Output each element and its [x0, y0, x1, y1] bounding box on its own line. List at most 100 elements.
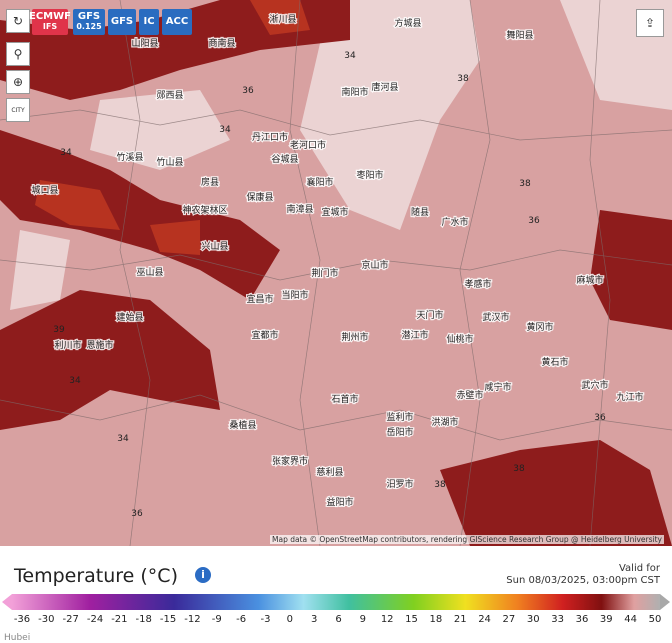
place-label: 舞阳县 — [506, 30, 533, 41]
tick-label: 24 — [478, 614, 491, 625]
place-label: 商南县 — [208, 37, 235, 49]
button-label: ACC — [165, 16, 189, 27]
model-button[interactable]: ECMWF IFS — [29, 9, 71, 35]
button-label: ECMWF — [29, 11, 71, 22]
tick-label: -3 — [260, 614, 271, 625]
model-button[interactable]: GFS 0.125 — [73, 9, 105, 35]
map[interactable]: 山阳县 商南县 淅川县 方城县 舞阳县 南阳市 唐河县 郧西县 竹溪县 竹山县 房县 丹江口市 老河口市… — [0, 0, 672, 546]
footer: Hubei — [4, 633, 31, 643]
place-label: 恩施市 — [86, 339, 113, 351]
tick-label: -6 — [236, 614, 247, 625]
contour-label: 34 — [69, 376, 81, 386]
button-label: IFS — [42, 22, 58, 31]
button-label: GFS — [110, 16, 134, 27]
attribution: Map data © OpenStreetMap contributors, r… — [270, 535, 664, 544]
place-label: 黄石市 — [541, 356, 568, 368]
tick-label: -18 — [135, 614, 152, 625]
tick-label: 18 — [429, 614, 443, 625]
place-label: 老河口市 — [290, 139, 326, 151]
color-bar — [2, 594, 670, 610]
tick-label: 33 — [551, 614, 564, 625]
place-label: 郧西县 — [156, 90, 183, 101]
tick-label: -9 — [211, 614, 222, 625]
tick-label: -27 — [62, 614, 79, 625]
tick-label: -12 — [184, 614, 201, 625]
tick-label: -36 — [13, 614, 31, 625]
place-label: 随县 — [411, 206, 429, 218]
place-label: 建始县 — [116, 311, 143, 323]
place-label: 洪湖市 — [431, 416, 458, 428]
contour-label: 38 — [434, 480, 446, 490]
info-button[interactable]: i — [195, 567, 211, 583]
contour-label: 34 — [60, 148, 72, 158]
tick-label: -21 — [111, 614, 128, 625]
contour-label: 39 — [53, 325, 65, 335]
share-button[interactable]: ⇪ — [636, 9, 664, 37]
tick-label: 9 — [359, 614, 367, 625]
place-label: 竹山县 — [156, 156, 183, 168]
light-areas — [10, 0, 672, 310]
place-label: 山阳县 — [131, 38, 158, 49]
place-label: 当阳市 — [281, 289, 308, 301]
color-bar-ticks: -36 -30 -27 -24 -21 -18 -15 -12 -9 -6 -3 0 3 6 9 12 15 18… — [0, 614, 672, 630]
contour-label: 34 — [344, 51, 356, 61]
contour-label: 36 — [131, 509, 143, 519]
place-label: 房县 — [201, 176, 219, 188]
place-label: 桑植县 — [229, 419, 256, 431]
place-label: 赤壁市 — [456, 389, 483, 401]
button-label: 0.125 — [76, 22, 102, 31]
place-label: 利川市 — [54, 339, 81, 351]
place-label: 张家界市 — [272, 455, 308, 467]
place-label: 荆州市 — [341, 331, 368, 343]
valid-time: Sun 08/03/2025, 03:00pm CST — [506, 575, 660, 586]
very-hot-areas — [35, 0, 310, 255]
tick-label: 44 — [624, 614, 638, 625]
place-label: 广水市 — [441, 216, 468, 228]
button-label: GFS — [77, 11, 101, 22]
place-label: 潜江市 — [401, 329, 428, 341]
place-label: 咸宁市 — [484, 381, 511, 393]
contour-label: 36 — [528, 216, 540, 226]
contour-label: 38 — [519, 179, 531, 189]
place-label: 石首市 — [331, 393, 358, 405]
button-label: IC — [143, 16, 155, 27]
tick-label: 15 — [405, 614, 418, 625]
place-label: 荆门市 — [311, 267, 338, 279]
place-label: 宜昌市 — [246, 293, 273, 305]
place-label: 方城县 — [394, 17, 421, 29]
model-button[interactable]: ACC — [162, 9, 192, 35]
model-button[interactable]: IC — [139, 9, 159, 35]
place-label: 孝感市 — [464, 278, 491, 290]
place-label: 枣阳市 — [356, 169, 383, 181]
tick-label: 6 — [335, 614, 342, 625]
contour-label: 36 — [242, 86, 254, 96]
place-label: 城口县 — [31, 185, 58, 196]
legend-title: Temperature (°C) — [14, 565, 178, 587]
valid-label: Valid for — [618, 563, 660, 574]
tick-label: 21 — [453, 614, 467, 625]
place-label: 谷城县 — [271, 154, 298, 165]
place-label: 襄阳市 — [306, 176, 333, 188]
place-label: 益阳市 — [326, 496, 353, 508]
model-button[interactable]: GFS — [108, 9, 136, 35]
contour-label: 38 — [457, 74, 469, 84]
refresh-button[interactable]: ↻ — [6, 9, 30, 33]
tick-label: -24 — [86, 614, 104, 625]
place-label: 仙桃市 — [446, 333, 473, 345]
place-label: 巫山县 — [136, 267, 163, 278]
tick-label: 30 — [526, 614, 540, 625]
zoom-button[interactable]: ⊕ — [6, 70, 30, 94]
place-label: 监利市 — [386, 411, 413, 423]
locate-button[interactable]: ⚲ — [6, 42, 30, 66]
tick-label: 39 — [599, 614, 613, 625]
city-toggle[interactable]: CITY — [6, 98, 30, 122]
place-label: 岳阳市 — [386, 426, 413, 438]
place-label: 丹江口市 — [252, 131, 288, 143]
tick-label: 3 — [310, 614, 318, 625]
contour-label: 36 — [594, 413, 606, 423]
place-label: 淅川县 — [269, 13, 296, 25]
place-label: 南阳市 — [341, 86, 368, 98]
contour-label: 38 — [513, 464, 525, 474]
tick-label: -30 — [38, 614, 55, 625]
